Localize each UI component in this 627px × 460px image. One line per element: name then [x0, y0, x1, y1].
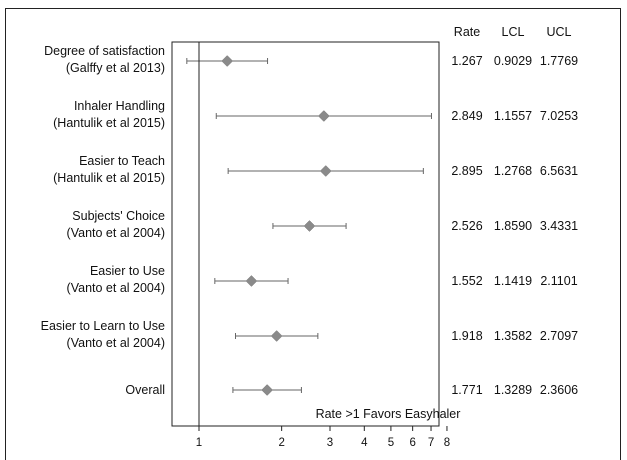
row-label: Easier to Use — [90, 264, 165, 278]
ucl-value: 7.0253 — [540, 109, 578, 123]
rate-marker — [303, 220, 316, 232]
rate-marker — [221, 55, 234, 67]
row-citation: (Vanto et al 2004) — [67, 226, 165, 240]
column-headers: Rate LCL UCL — [454, 25, 572, 39]
forest-row: Easier to Teach (Hantulik et al 2015) 2.89… — [53, 154, 578, 185]
rate-value: 2.849 — [451, 109, 482, 123]
row-label: Easier to Learn to Use — [41, 319, 165, 333]
rate-marker — [319, 165, 332, 177]
forest-row: Subjects' Choice (Vanto et al 2004) 2.526 1… — [67, 209, 579, 240]
column-header-lcl: LCL — [502, 25, 525, 39]
x-tick-label: 1 — [196, 437, 202, 449]
ucl-value: 2.3606 — [540, 383, 578, 397]
rate-value: 1.771 — [451, 383, 482, 397]
row-citation: (Vanto et al 2004) — [67, 336, 165, 350]
rate-value: 1.552 — [451, 274, 482, 288]
lcl-value: 0.9029 — [494, 54, 532, 68]
x-tick-label: 7 — [428, 437, 434, 449]
rate-marker — [261, 384, 274, 396]
rate-marker — [245, 275, 258, 287]
ucl-value: 2.7097 — [540, 329, 578, 343]
plot-area — [171, 41, 440, 427]
lcl-value: 1.2768 — [494, 164, 532, 178]
rate-marker — [317, 110, 330, 122]
rate-value: 2.895 — [451, 164, 482, 178]
x-tick-label: 8 — [444, 437, 450, 449]
row-citation: (Galffy et al 2013) — [66, 61, 165, 75]
lcl-value: 1.3289 — [494, 383, 532, 397]
row-label: Subjects' Choice — [72, 209, 165, 223]
forest-row: Easier to Learn to Use (Vanto et al 2004)… — [41, 319, 579, 350]
row-label: Overall — [125, 383, 165, 397]
lcl-value: 1.1419 — [494, 274, 532, 288]
data-rows: Degree of satisfaction (Galffy et al 2013… — [41, 42, 579, 426]
lcl-value: 1.8590 — [494, 219, 532, 233]
rate-value: 1.918 — [451, 329, 482, 343]
column-header-rate: Rate — [454, 25, 480, 39]
x-tick-label: 5 — [388, 437, 394, 449]
forest-row: Inhaler Handling (Hantulik et al 2015) 2.8… — [53, 99, 578, 130]
row-label: Inhaler Handling — [74, 99, 165, 113]
row-citation: (Hantulik et al 2015) — [53, 171, 165, 185]
ucl-value: 1.7769 — [540, 54, 578, 68]
ucl-value: 2.1101 — [540, 274, 577, 288]
x-tick-label: 3 — [327, 437, 333, 449]
forest-row: Overall 1.771 1.3289 2.3606 — [125, 383, 578, 397]
row-citation: (Vanto et al 2004) — [67, 281, 165, 295]
row-label: Easier to Teach — [79, 154, 165, 168]
lcl-value: 1.3582 — [494, 329, 532, 343]
row-label: Degree of satisfaction — [44, 44, 165, 58]
figure-frame — [5, 8, 621, 460]
lcl-value: 1.1557 — [494, 109, 532, 123]
rate-marker — [270, 330, 283, 342]
row-citation: (Hantulik et al 2015) — [53, 116, 165, 130]
annotation-text: Rate >1 Favors Easyhaler — [316, 407, 461, 421]
column-header-ucl: UCL — [546, 25, 571, 39]
x-tick-label: 6 — [409, 437, 415, 449]
ucl-value: 3.4331 — [540, 219, 578, 233]
x-tick-label: 4 — [361, 437, 368, 449]
ucl-value: 6.5631 — [540, 164, 578, 178]
rate-value: 1.267 — [451, 54, 482, 68]
x-tick-label: 2 — [278, 437, 284, 449]
rate-value: 2.526 — [451, 219, 482, 233]
forest-row: Easier to Use (Vanto et al 2004) 1.552 1.14… — [67, 264, 578, 295]
forest-row: Degree of satisfaction (Galffy et al 2013… — [44, 44, 578, 75]
